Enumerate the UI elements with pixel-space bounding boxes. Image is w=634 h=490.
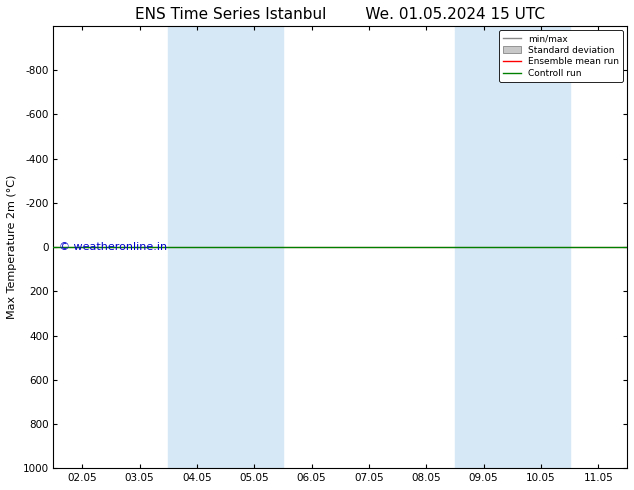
Text: © weatheronline.in: © weatheronline.in: [59, 242, 167, 252]
Title: ENS Time Series Istanbul        We. 01.05.2024 15 UTC: ENS Time Series Istanbul We. 01.05.2024 …: [135, 7, 545, 22]
Legend: min/max, Standard deviation, Ensemble mean run, Controll run: min/max, Standard deviation, Ensemble me…: [499, 30, 623, 82]
Bar: [455, 26, 570, 468]
Y-axis label: Max Temperature 2m (°C): Max Temperature 2m (°C): [7, 175, 17, 319]
Bar: [168, 26, 283, 468]
